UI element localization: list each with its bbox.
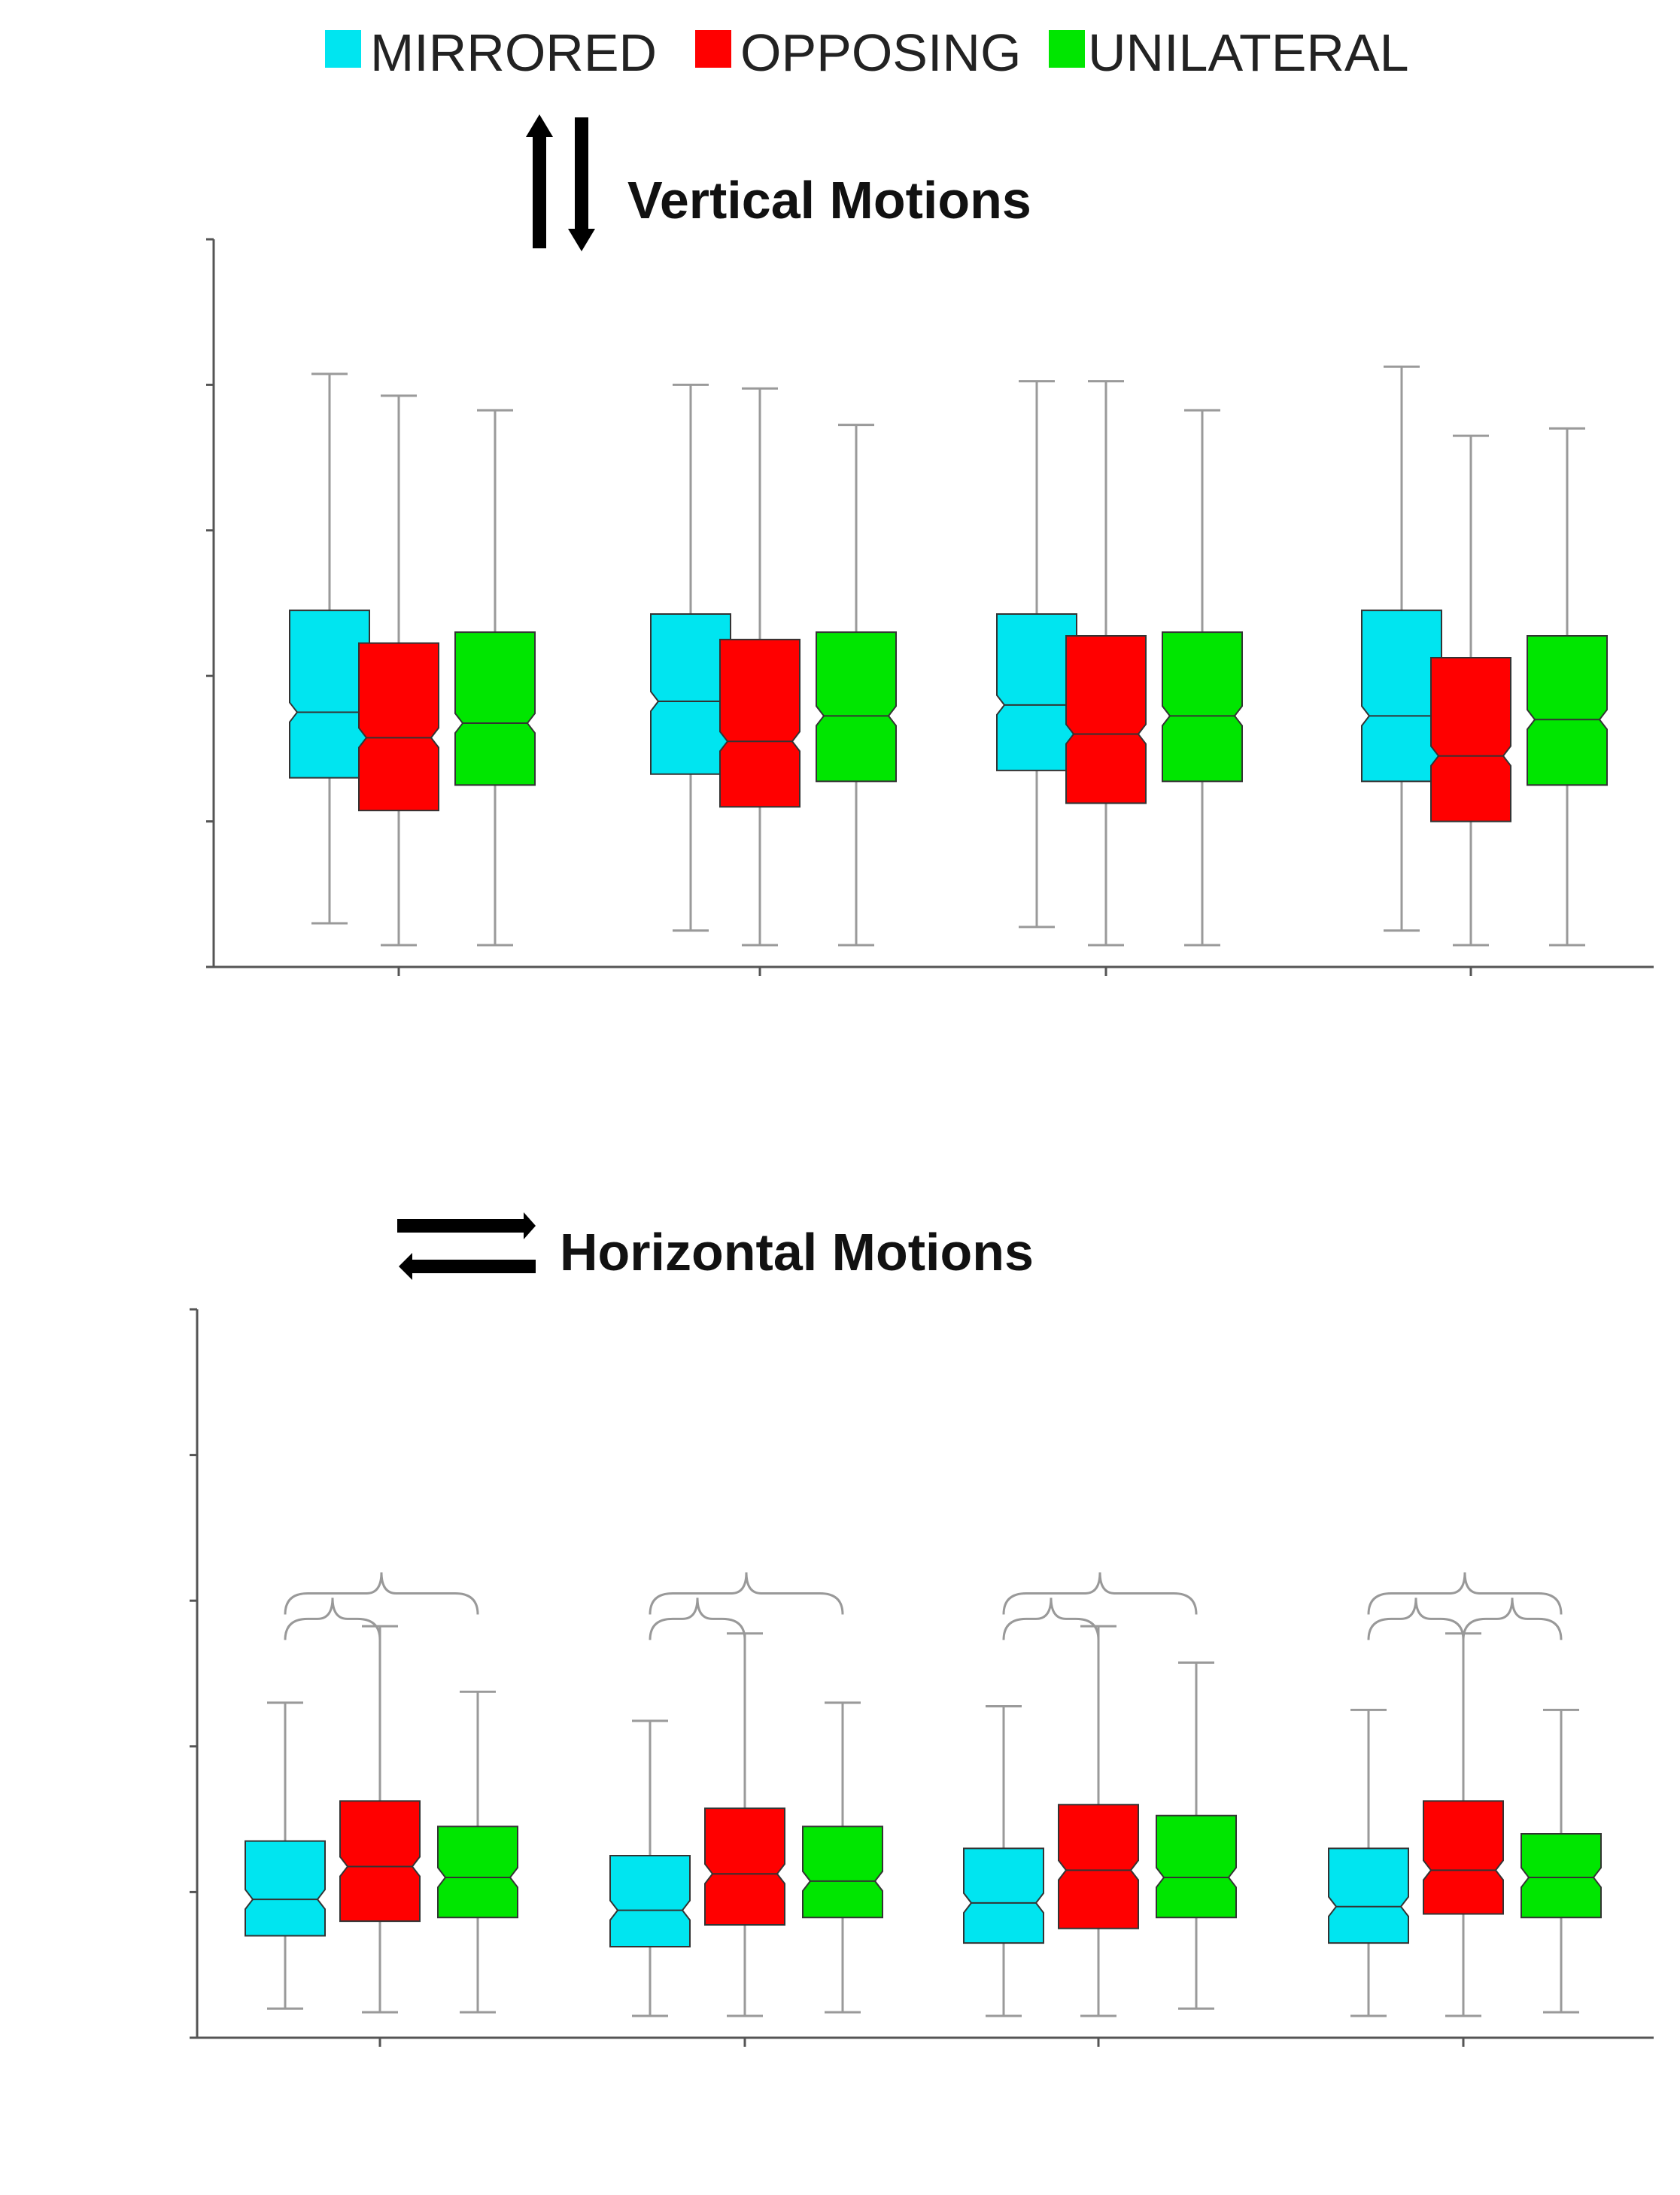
box-body <box>996 613 1077 771</box>
significance-brace <box>649 1598 746 1640</box>
legend-label-opposing: OPPOSING <box>740 23 1021 82</box>
box-opposing-lateral <box>1058 1625 1139 2017</box>
significance-brace <box>284 1598 381 1640</box>
chart-panel-vertical <box>206 238 1654 976</box>
box-opposing-medial <box>1430 434 1511 947</box>
box-body <box>609 1855 691 1947</box>
box-unilateral-low <box>816 424 897 947</box>
box-body <box>1430 657 1511 822</box>
box-unilateral-lateral <box>1162 409 1243 947</box>
box-body <box>802 1826 883 1919</box>
box-opposing-low <box>719 387 801 947</box>
box-body <box>816 631 897 783</box>
box-body <box>963 1847 1044 1944</box>
chart-panel-horizontal <box>190 1308 1654 2047</box>
box-mirrored-lateral <box>996 380 1077 929</box>
box-body <box>1065 635 1147 804</box>
legend-swatch-mirrored <box>325 30 361 68</box>
significance-brace <box>1002 1572 1198 1615</box>
box-opposing-high <box>339 1625 421 2014</box>
box-mirrored-low <box>650 383 731 932</box>
box-mirrored-medial <box>1328 1708 1409 2017</box>
box-body <box>650 613 731 775</box>
box-body <box>358 642 439 812</box>
box-unilateral-lateral <box>1156 1661 1237 2010</box>
legend-label-mirrored: MIRRORED <box>370 23 657 82</box>
box-body <box>1162 631 1243 783</box>
panel-title-horizontal: Horizontal Motions <box>560 1223 1034 1281</box>
box-body <box>454 631 536 786</box>
box-mirrored-low <box>609 1719 691 2017</box>
box-body <box>1058 1804 1139 1929</box>
significance-brace <box>649 1572 844 1615</box>
horizontal-arrows-icon <box>397 1212 536 1280</box>
legend-swatch-unilateral <box>1049 30 1085 68</box>
box-body <box>1156 1814 1237 1919</box>
box-body <box>719 638 801 808</box>
box-body <box>289 610 370 779</box>
panel-title-vertical: Vertical Motions <box>627 171 1031 230</box>
box-body <box>1423 1800 1504 1915</box>
legend-label-unilateral: UNILATERAL <box>1088 23 1409 82</box>
box-opposing-lateral <box>1065 380 1147 947</box>
box-unilateral-medial <box>1521 1708 1602 2014</box>
box-unilateral-medial <box>1527 427 1608 947</box>
significance-brace <box>1367 1598 1465 1640</box>
box-body <box>339 1800 421 1923</box>
legend: MIRRORED OPPOSING UNILATERAL <box>325 23 1409 82</box>
box-mirrored-high <box>245 1701 326 2010</box>
significance-brace <box>1002 1598 1100 1640</box>
significance-brace <box>1462 1598 1563 1640</box>
box-body <box>704 1807 785 1926</box>
box-mirrored-lateral <box>963 1705 1044 2017</box>
box-unilateral-high <box>437 1690 518 2014</box>
box-unilateral-low <box>802 1701 883 2014</box>
box-body <box>1527 635 1608 786</box>
box-opposing-medial <box>1423 1632 1504 2017</box>
box-opposing-low <box>704 1632 785 2017</box>
box-body <box>1521 1832 1602 1919</box>
significance-brace <box>284 1572 479 1615</box>
box-body <box>437 1826 518 1919</box>
legend-swatch-opposing <box>695 30 731 68</box>
box-mirrored-medial <box>1361 365 1442 932</box>
box-unilateral-high <box>454 409 536 947</box>
box-body <box>1328 1847 1409 1944</box>
box-mirrored-high <box>289 372 370 925</box>
vertical-arrows-icon <box>526 114 595 251</box>
box-opposing-high <box>358 394 439 947</box>
box-body <box>245 1840 326 1937</box>
box-body <box>1361 610 1442 783</box>
significance-brace <box>1367 1572 1563 1615</box>
